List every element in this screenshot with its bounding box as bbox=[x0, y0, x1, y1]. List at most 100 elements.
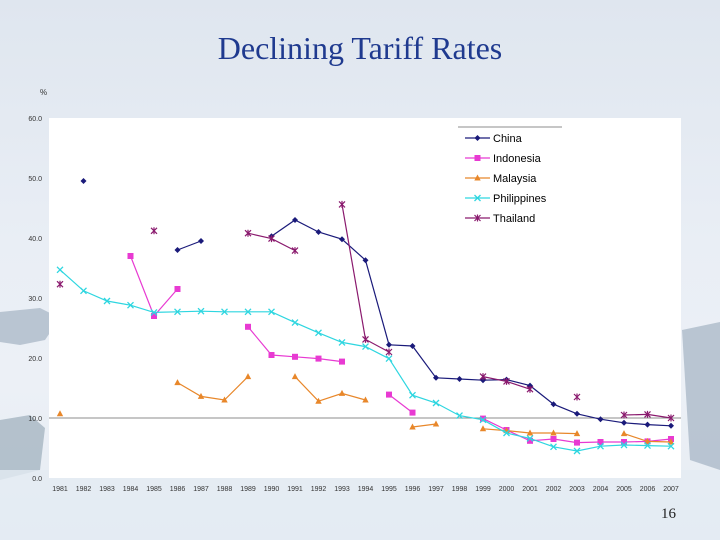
data-point bbox=[150, 227, 158, 235]
x-tick-label: 1985 bbox=[146, 486, 162, 493]
series-line bbox=[177, 376, 249, 401]
marker-triangle bbox=[174, 379, 181, 386]
marker-x bbox=[667, 442, 675, 450]
marker-square bbox=[127, 253, 134, 259]
data-point bbox=[474, 214, 481, 222]
marker-square bbox=[315, 355, 322, 362]
data-point bbox=[667, 442, 675, 450]
x-tick-label: 2007 bbox=[663, 486, 679, 493]
data-point bbox=[474, 174, 481, 181]
data-point bbox=[221, 396, 228, 403]
marker-asterisk bbox=[667, 414, 675, 422]
x-tick-label: 2002 bbox=[546, 486, 562, 493]
page-number: 16 bbox=[661, 506, 676, 522]
legend-item: Malaysia bbox=[465, 173, 537, 185]
data-point bbox=[268, 235, 275, 243]
marker-triangle bbox=[573, 430, 581, 437]
data-point bbox=[268, 352, 275, 358]
marker-x bbox=[597, 442, 604, 450]
marker-square bbox=[245, 323, 251, 330]
data-point bbox=[174, 308, 181, 316]
marker-x bbox=[432, 399, 440, 407]
data-point bbox=[338, 200, 346, 208]
data-point bbox=[292, 353, 298, 360]
marker-x bbox=[244, 308, 252, 316]
marker-diamond bbox=[362, 257, 369, 264]
series-line bbox=[294, 376, 366, 402]
data-point bbox=[245, 323, 251, 330]
marker-diamond bbox=[597, 416, 604, 423]
marker-diamond bbox=[409, 343, 416, 349]
data-point bbox=[338, 389, 346, 396]
y-tick-label: 30.0 bbox=[28, 296, 42, 303]
data-point bbox=[479, 416, 487, 424]
marker-triangle bbox=[197, 392, 205, 399]
data-point bbox=[56, 410, 64, 417]
data-point bbox=[668, 422, 674, 429]
data-point bbox=[503, 377, 510, 385]
data-point bbox=[315, 329, 322, 337]
background-hill bbox=[682, 322, 720, 470]
background-hill bbox=[0, 308, 60, 345]
slide-title: Declining Tariff Rates bbox=[217, 30, 503, 66]
marker-triangle bbox=[291, 373, 299, 380]
data-point bbox=[474, 194, 481, 202]
background-floor bbox=[0, 470, 720, 540]
y-tick-label: 0.0 bbox=[32, 476, 42, 483]
marker-x bbox=[503, 429, 510, 437]
x-tick-label: 1989 bbox=[240, 486, 256, 493]
marker-triangle bbox=[338, 389, 346, 396]
x-tick-label: 1999 bbox=[475, 486, 491, 493]
marker-x bbox=[150, 308, 158, 316]
x-axis: 1981 1982 1983 1984 1985 1986 1987 1988 1989 1990… bbox=[52, 486, 679, 493]
data-point bbox=[433, 374, 439, 381]
data-point bbox=[385, 355, 393, 363]
data-point bbox=[362, 396, 369, 403]
data-point bbox=[386, 391, 392, 398]
y-tick-label: 40.0 bbox=[28, 236, 42, 243]
data-point bbox=[526, 385, 534, 393]
marker-x bbox=[479, 416, 487, 424]
marker-triangle bbox=[644, 437, 651, 444]
marker-square bbox=[480, 415, 486, 422]
marker-diamond bbox=[174, 247, 181, 253]
marker-asterisk bbox=[385, 348, 393, 356]
marker-diamond bbox=[621, 419, 627, 426]
marker-square bbox=[621, 439, 627, 445]
marker-x bbox=[474, 194, 481, 202]
series-line bbox=[271, 219, 672, 427]
x-tick-label: 1994 bbox=[358, 486, 374, 493]
x-tick-label: 1995 bbox=[381, 486, 397, 493]
data-point bbox=[362, 335, 369, 343]
data-point bbox=[80, 178, 87, 184]
data-point bbox=[338, 338, 346, 346]
data-point bbox=[151, 313, 157, 319]
marker-triangle bbox=[620, 430, 628, 437]
x-tick-label: 1997 bbox=[428, 486, 444, 493]
x-tick-label: 2004 bbox=[593, 486, 609, 493]
marker-square bbox=[527, 437, 533, 444]
marker-x bbox=[362, 343, 369, 351]
data-point bbox=[197, 392, 205, 399]
data-point bbox=[291, 373, 299, 380]
marker-x bbox=[385, 355, 393, 363]
marker-square bbox=[574, 439, 580, 446]
data-point bbox=[268, 308, 275, 316]
x-tick-label: 1993 bbox=[334, 486, 350, 493]
data-point bbox=[550, 429, 557, 436]
marker-x bbox=[174, 308, 181, 316]
marker-asterisk bbox=[268, 235, 275, 243]
marker-asterisk bbox=[291, 247, 299, 255]
data-point bbox=[174, 247, 181, 253]
x-tick-label: 1988 bbox=[217, 486, 233, 493]
data-point bbox=[456, 376, 463, 382]
marker-asterisk bbox=[150, 227, 158, 235]
legend-item: China bbox=[465, 133, 523, 145]
data-point bbox=[644, 410, 651, 418]
marker-diamond bbox=[386, 341, 392, 348]
data-point bbox=[315, 355, 322, 362]
data-point bbox=[644, 442, 651, 450]
y-tick-label: 60.0 bbox=[28, 116, 42, 123]
series-malaysia bbox=[56, 373, 675, 445]
